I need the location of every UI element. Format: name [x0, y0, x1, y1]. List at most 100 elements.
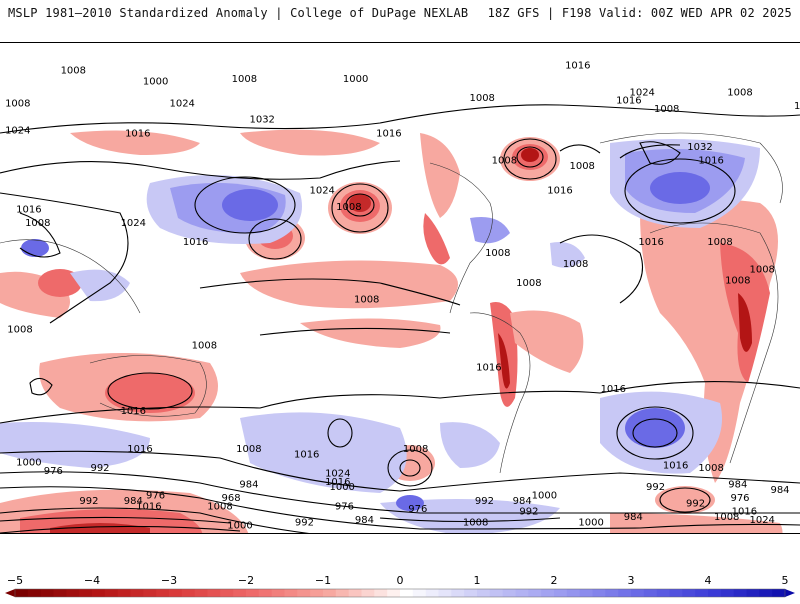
- colorbar-tick-label: 1: [474, 574, 481, 587]
- isobar-line: [559, 234, 644, 304]
- chart-header: MSLP 1981–2010 Standardized Anomaly | Co…: [0, 0, 800, 30]
- colorbar-segment: [246, 589, 260, 597]
- colorbar-max-arrow: [785, 589, 795, 597]
- asia-coast: [0, 239, 141, 314]
- negative-anomaly-area: [300, 318, 441, 348]
- colorbar-segment: [284, 589, 298, 597]
- colorbar-tick-label: −3: [161, 574, 177, 587]
- colorbar-segment: [335, 589, 350, 597]
- isobar-label: 968: [222, 493, 241, 504]
- isobar-line: [632, 418, 678, 448]
- colorbar-segment: [297, 589, 311, 597]
- colorbar-tick-label: 2: [551, 574, 558, 587]
- isobar-line: [107, 372, 193, 410]
- colorbar-segment: [515, 589, 529, 597]
- colorbar-segment: [451, 589, 465, 597]
- anomaly-shading: [0, 129, 783, 533]
- isobar-line: [0, 525, 241, 533]
- colorbar-segment: [425, 589, 440, 597]
- isobar-label: 1024: [629, 88, 654, 99]
- isobar-label: 1008: [698, 463, 723, 474]
- isobar-label: 984: [624, 512, 643, 523]
- isobar-line: [259, 327, 451, 336]
- colorbar-segment: [566, 589, 581, 597]
- contour-labels: 1008 1000 1008 1000 1016 1024 1008 1016 1008 1024…: [5, 60, 800, 531]
- isobar-label: 1016: [127, 444, 152, 455]
- colorbar-segment: [92, 589, 106, 597]
- colorbar-segment: [592, 589, 606, 597]
- isobar-label: 1016: [294, 450, 319, 461]
- colorbar-segment: [669, 589, 683, 597]
- colorbar-segment: [27, 589, 42, 597]
- africa-coast: [649, 222, 779, 464]
- colorbar-segment: [207, 589, 221, 597]
- colorbar-segment: [181, 589, 196, 597]
- colorbar-segment: [528, 589, 542, 597]
- isobar-label: 976: [730, 493, 749, 504]
- isobar-label: 976: [335, 501, 354, 512]
- colorbar-tick-label: 5: [782, 574, 789, 587]
- colorbar-segment: [695, 589, 709, 597]
- colorbar-segment: [643, 589, 658, 597]
- negative-anomaly-area: [105, 373, 195, 413]
- isobar-label: 984: [770, 485, 789, 496]
- isobar-label: 1016: [136, 501, 161, 512]
- positive-anomaly-area: [240, 412, 407, 493]
- positive-anomaly-area: [0, 422, 150, 468]
- negative-anomaly-area: [70, 130, 200, 155]
- colorbar-segment: [130, 589, 144, 597]
- isobar-label: 1008: [207, 501, 232, 512]
- colorbar-segment: [117, 589, 132, 597]
- colorbar-segment: [66, 589, 80, 597]
- colorbar-bar: [5, 588, 795, 598]
- colorbar-tick-label: −5: [7, 574, 23, 587]
- isobar-label: 1008: [492, 156, 517, 167]
- colorbar-segment: [194, 589, 209, 597]
- isobar-line: [503, 138, 557, 180]
- colorbar-segment: [233, 589, 247, 597]
- isobar-line: [387, 449, 433, 487]
- colorbar-segment: [656, 589, 671, 597]
- colorbar-canvas: −5 −4 −3 −2 −1 0 1 2 3 4 5: [5, 574, 795, 598]
- isobar-line: [616, 406, 694, 460]
- isobar-line: [624, 158, 736, 224]
- isobar-label: 992: [295, 518, 314, 529]
- isobar-line: [399, 459, 421, 477]
- isobar-label: 976: [408, 504, 427, 515]
- isobar-label: 1008: [725, 275, 750, 286]
- isobar-label: 1016: [601, 384, 626, 395]
- negative-anomaly-area: [498, 333, 510, 389]
- isobar-line: [0, 192, 129, 324]
- isobar-line: [0, 160, 401, 180]
- isobar-label: 992: [79, 496, 98, 507]
- isobar-line: [559, 144, 601, 154]
- colorbar-segment: [746, 589, 760, 597]
- isobar-label: 1016: [638, 237, 663, 248]
- negative-anomaly-area: [521, 148, 539, 162]
- colorbar-segment: [464, 589, 478, 597]
- colorbar-segment: [53, 589, 67, 597]
- isobar-line: [619, 144, 681, 159]
- isobar-label: 1000: [343, 74, 368, 85]
- isobar-label: 1000: [143, 77, 168, 88]
- isobar-label: 1008: [25, 218, 50, 229]
- colorbar-segment: [387, 589, 401, 597]
- colorbar-segment: [143, 589, 157, 597]
- positive-anomaly-area: [625, 408, 685, 448]
- colorbar-segment: [374, 589, 388, 597]
- isobar-label: 1008: [232, 74, 257, 85]
- isobar-label: 1008: [563, 259, 588, 270]
- isobar-label: 1016: [325, 477, 350, 488]
- isobar-label: 992: [90, 463, 109, 474]
- isobar-label: 1008: [354, 294, 379, 305]
- colorbar-tick-label: −1: [315, 574, 331, 587]
- colorbar-segment: [541, 589, 555, 597]
- isobar-line: [659, 487, 711, 513]
- colorbar-tick-label: −2: [238, 574, 254, 587]
- isobar-label: 1008: [727, 88, 752, 99]
- isobar-line: [0, 486, 800, 530]
- anomaly-map: 1008 1000 1008 1000 1016 1024 1008 1016 1008 1024…: [0, 42, 800, 534]
- isobar-label: 1024: [309, 186, 334, 197]
- isobar-line: [516, 146, 544, 168]
- isobar-label: 1016: [698, 156, 723, 167]
